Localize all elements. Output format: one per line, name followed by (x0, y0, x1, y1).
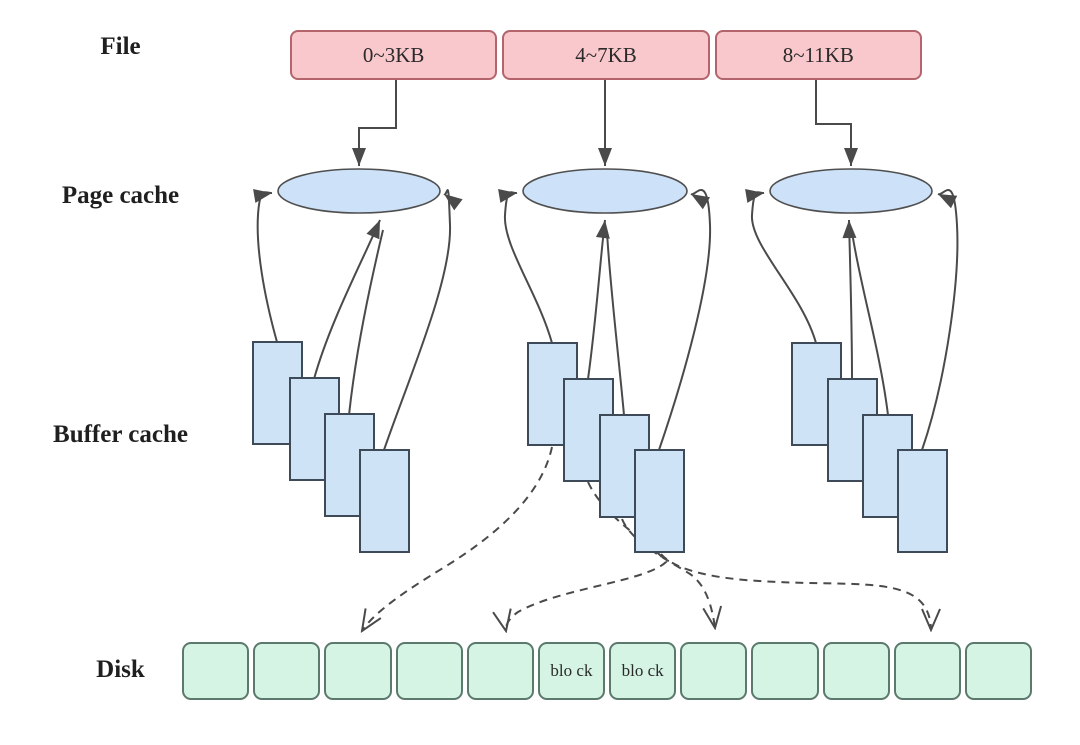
buffer-to-pagecache-line (348, 229, 384, 416)
buffer-to-pagecache-line (606, 231, 625, 416)
buffer-cache-group2 (527, 342, 685, 553)
buffer-cache-group1 (252, 341, 410, 553)
label-disk: Disk (96, 656, 145, 683)
file-to-pagecache-arrow (352, 80, 397, 166)
buffer-cache-group3 (791, 342, 948, 553)
buffer-to-pagecache-arrows-group3 (745, 189, 959, 451)
file-segment: 4~7KB (502, 30, 710, 80)
buffer-to-pagecache-arrow (313, 219, 381, 380)
buffer-to-disk-arrow (621, 518, 715, 628)
disk-block: blo ck (537, 642, 606, 700)
buffer-to-disk-arrow (362, 446, 553, 631)
file-segment-label: 0~3KB (362, 42, 425, 67)
buffer-to-pagecache-arrow (745, 189, 817, 344)
disk-row: blo ck blo ck (182, 642, 1033, 700)
disk-block: blo ck (609, 642, 677, 700)
buffer-block (634, 449, 685, 553)
disk-block (466, 642, 534, 700)
file-segment-label: 8~11KB (782, 42, 854, 67)
page-cache-ellipse (522, 168, 688, 214)
buffer-block (359, 449, 410, 553)
buffer-to-pagecache-arrow (842, 219, 857, 380)
file-segment-label: 4~7KB (575, 42, 637, 67)
buffer-to-pagecache-arrow (498, 189, 553, 344)
file-segment: 0~3KB (290, 30, 498, 80)
disk-block (182, 642, 250, 700)
buffer-to-pagecache-arrow (658, 189, 712, 451)
file-to-pagecache-arrow (815, 80, 858, 166)
page-cache-ellipse (769, 168, 933, 214)
disk-block (893, 642, 961, 700)
buffer-to-disk-arrow (660, 553, 931, 630)
disk-block-label: blo ck (550, 661, 593, 680)
page-cache-ellipse (277, 168, 441, 214)
buffer-to-disk-dashed-arrows (362, 446, 931, 631)
disk-block (324, 642, 392, 700)
disk-block-label: blo ck (621, 661, 664, 680)
buffer-to-pagecache-arrow (921, 189, 959, 451)
buffer-to-disk-arrow (506, 481, 668, 631)
buffer-to-pagecache-line (851, 231, 889, 416)
page-cache-ellipses (277, 168, 933, 214)
buffer-to-pagecache-arrow (383, 189, 463, 451)
disk-block (395, 642, 463, 700)
disk-block (680, 642, 748, 700)
disk-block (751, 642, 819, 700)
label-buffer-cache: Buffer cache (53, 421, 188, 448)
disk-block (964, 642, 1033, 700)
file-row: 0~3KB 4~7KB 8~11KB (290, 30, 922, 80)
label-file: File (100, 33, 141, 60)
buffer-block (897, 449, 948, 553)
buffer-to-pagecache-arrows-group1 (253, 189, 463, 451)
label-page-cache: Page cache (61, 182, 180, 209)
file-to-pagecache-arrows (352, 80, 858, 166)
buffer-to-pagecache-arrows-group2 (498, 189, 712, 451)
disk-block (822, 642, 890, 700)
buffer-to-pagecache-arrow (587, 219, 610, 380)
buffer-to-pagecache-arrow (253, 189, 278, 343)
disk-block (253, 642, 321, 700)
file-segment: 8~11KB (714, 30, 922, 80)
